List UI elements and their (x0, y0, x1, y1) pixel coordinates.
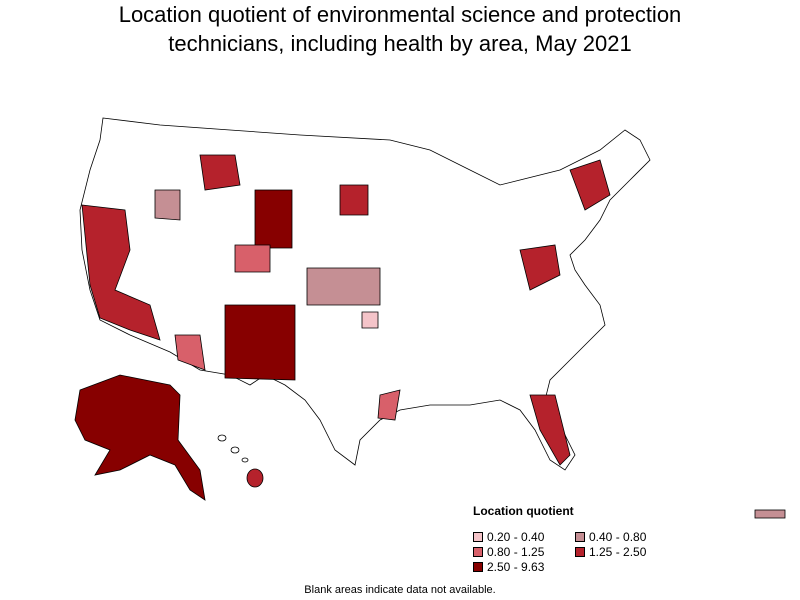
region (529, 394, 571, 466)
region (81, 204, 161, 341)
region (154, 189, 181, 221)
hawaii (230, 446, 240, 454)
puerto-rico (754, 509, 786, 519)
legend-item: 0.20 - 0.40 (473, 530, 544, 544)
legend-item: 0.40 - 0.80 (575, 530, 646, 544)
title-line: technicians, including health by area, M… (168, 31, 632, 56)
region (174, 334, 206, 371)
legend-label: 0.40 - 0.80 (589, 530, 647, 544)
title-line: Location quotient of environmental scien… (118, 2, 682, 27)
legend-swatch (473, 562, 483, 572)
region (377, 389, 401, 421)
hawaii (241, 457, 249, 463)
region (361, 311, 379, 329)
region (254, 189, 293, 249)
legend-swatch (575, 547, 585, 557)
footnote: Blank areas indicate data not available. (304, 584, 496, 596)
legend-item: 0.80 - 1.25 (473, 545, 544, 559)
region (224, 304, 296, 381)
legend-item: 1.25 - 2.50 (575, 545, 646, 559)
legend-swatch (575, 532, 585, 542)
legend-swatch (473, 532, 483, 542)
region (306, 267, 381, 306)
hawaii (217, 434, 227, 442)
legend-item: 2.50 - 9.63 (473, 560, 544, 574)
region (234, 244, 271, 273)
hawaii (246, 468, 264, 488)
legend-swatch (473, 547, 483, 557)
legend-label: 2.50 - 9.63 (487, 560, 545, 574)
legend-label: 1.25 - 2.50 (589, 545, 647, 559)
legend-label: 0.20 - 0.40 (487, 530, 545, 544)
legend-title: Location quotient (473, 504, 574, 518)
region (339, 184, 369, 216)
region (569, 159, 611, 211)
region (199, 154, 241, 191)
region (519, 244, 561, 291)
legend-label: 0.80 - 1.25 (487, 545, 545, 559)
alaska (74, 374, 206, 501)
